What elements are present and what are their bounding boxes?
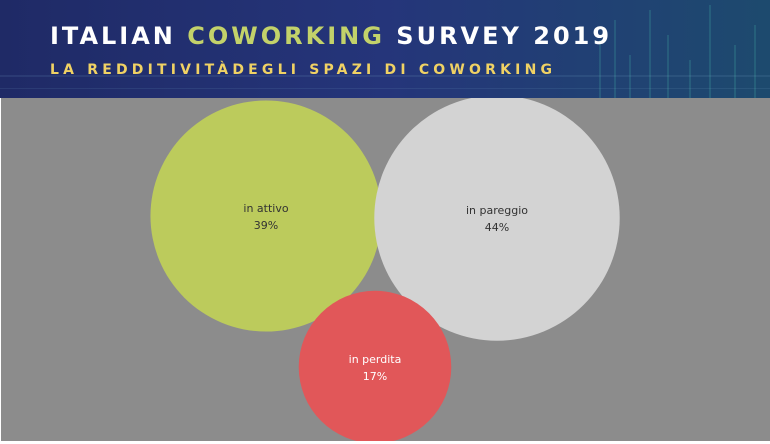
bubble-value-label: 17% bbox=[363, 370, 387, 383]
bubble-chart: in attivo 39% in pareggio 44% in perdita 17% bbox=[150, 98, 620, 441]
header-banner: ITALIAN COWORKING SURVEY 2019 LA REDDITI… bbox=[0, 0, 770, 98]
bubble-category-label: in attivo bbox=[243, 202, 288, 215]
bubble-value-label: 39% bbox=[254, 219, 278, 232]
chart-area: in attivo 39% in pareggio 44% in perdita 17% bbox=[1, 98, 770, 441]
bubble-in-pareggio[interactable] bbox=[374, 98, 620, 341]
title-accent: COWORKING bbox=[187, 22, 385, 50]
title-part-1: ITALIAN bbox=[50, 22, 188, 50]
bubble-category-label: in pareggio bbox=[466, 204, 528, 217]
page-title: ITALIAN COWORKING SURVEY 2019 bbox=[50, 22, 612, 50]
banner-background-image bbox=[0, 0, 770, 98]
page-subtitle: LA REDDITIVITÀDEGLI SPAZI DI COWORKING bbox=[50, 62, 557, 78]
bubble-in-attivo[interactable] bbox=[150, 100, 382, 332]
bubble-in-perdita[interactable] bbox=[298, 290, 452, 441]
bubble-category-label: in perdita bbox=[349, 353, 402, 366]
bubble-value-label: 44% bbox=[485, 221, 509, 234]
title-part-2: SURVEY 2019 bbox=[384, 22, 613, 50]
